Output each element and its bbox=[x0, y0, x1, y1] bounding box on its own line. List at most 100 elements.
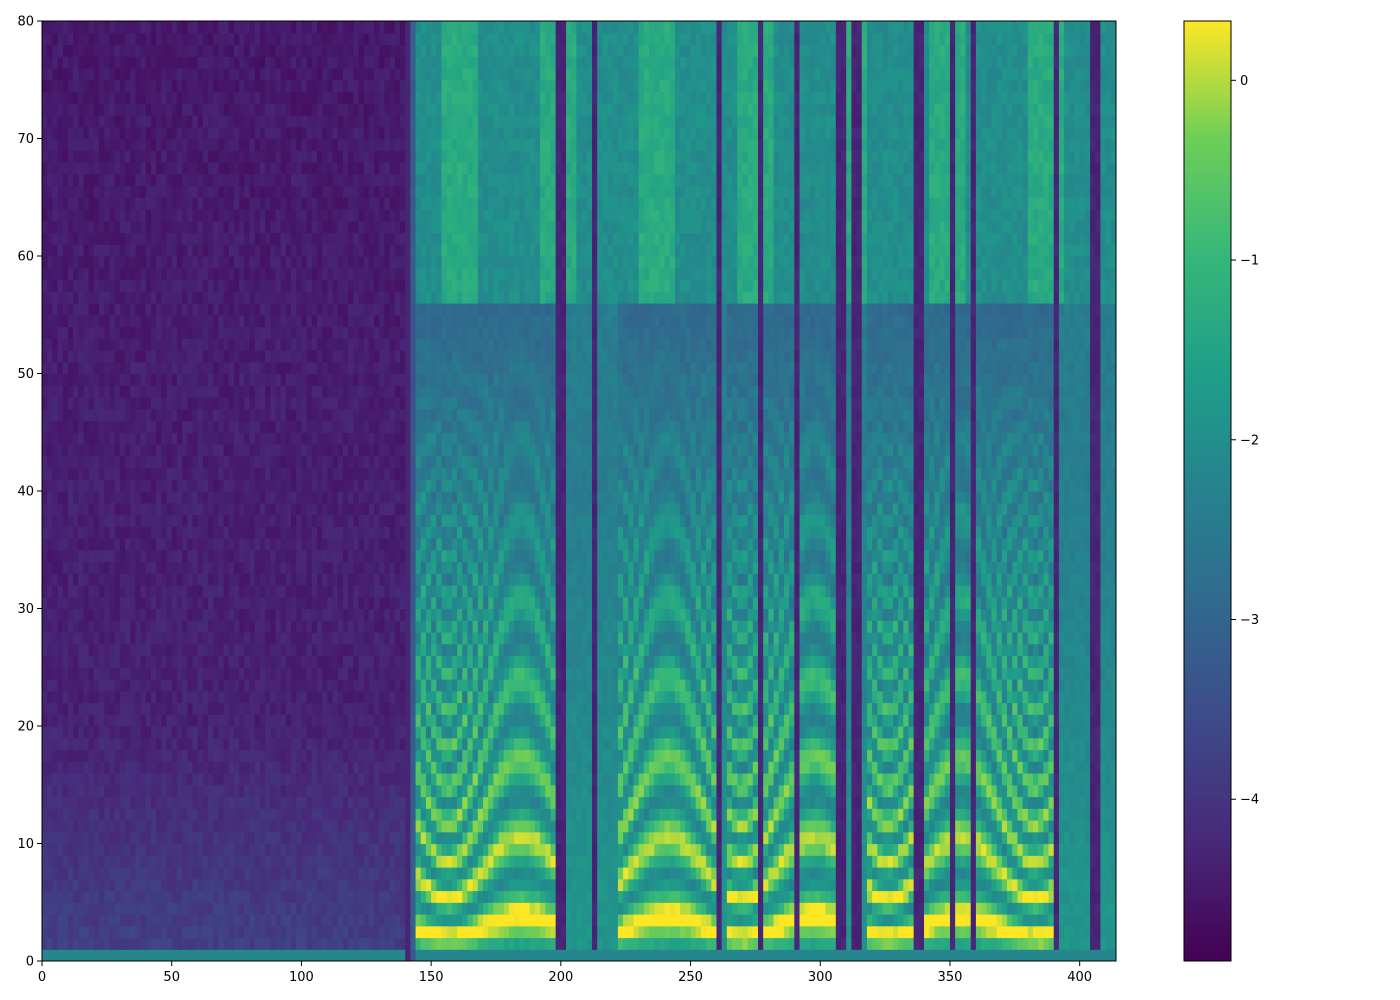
heatmap-cell bbox=[52, 44, 59, 57]
heatmap-cell bbox=[270, 126, 277, 140]
heatmap-cell bbox=[42, 291, 48, 304]
heatmap-cell bbox=[119, 808, 126, 821]
heatmap-cell bbox=[316, 68, 323, 81]
heatmap-cell bbox=[83, 303, 90, 316]
heatmap-cell bbox=[176, 79, 183, 93]
heatmap-cell bbox=[62, 420, 69, 433]
heatmap-cell bbox=[156, 397, 162, 410]
heatmap-cell bbox=[233, 455, 240, 469]
heatmap-cell bbox=[327, 878, 334, 892]
heatmap-cell bbox=[337, 103, 344, 116]
heatmap-cell bbox=[306, 467, 313, 480]
heatmap-cell bbox=[270, 220, 277, 234]
heatmap-cell bbox=[291, 608, 297, 621]
heatmap-cell bbox=[176, 68, 183, 81]
heatmap-cell bbox=[78, 867, 85, 880]
heatmap-cell bbox=[83, 608, 90, 621]
heatmap-cell bbox=[83, 56, 90, 69]
heatmap-cell bbox=[182, 867, 188, 880]
heatmap-cell bbox=[322, 68, 328, 81]
heatmap-cell bbox=[119, 561, 126, 574]
heatmap-cell bbox=[93, 385, 100, 398]
heatmap-cell bbox=[291, 326, 297, 339]
heatmap-cell bbox=[327, 138, 334, 151]
heatmap-cell bbox=[197, 479, 204, 492]
heatmap-cell bbox=[270, 608, 277, 621]
heatmap-cell bbox=[88, 197, 95, 210]
heatmap-cell bbox=[296, 855, 303, 868]
heatmap-cell bbox=[239, 831, 245, 845]
heatmap-cell bbox=[135, 432, 142, 445]
heatmap-cell bbox=[88, 455, 95, 469]
heatmap-cell bbox=[176, 667, 183, 680]
heatmap-cell bbox=[316, 491, 323, 504]
heatmap-cell bbox=[285, 32, 292, 46]
heatmap-cell bbox=[342, 291, 349, 304]
heatmap-cell bbox=[62, 232, 69, 245]
heatmap-cell bbox=[322, 526, 328, 539]
heatmap-cell bbox=[213, 115, 220, 128]
heatmap-cell bbox=[249, 455, 256, 469]
heatmap-cell bbox=[254, 56, 261, 69]
heatmap-cell bbox=[130, 397, 136, 410]
heatmap-cell bbox=[353, 232, 360, 245]
heatmap-cell bbox=[73, 808, 79, 821]
heatmap-cell bbox=[171, 749, 178, 762]
heatmap-cell bbox=[327, 455, 334, 469]
heatmap-cell bbox=[332, 173, 339, 187]
heatmap-cell bbox=[42, 502, 48, 516]
heatmap-cell bbox=[280, 197, 287, 210]
heatmap-cell bbox=[140, 244, 147, 257]
heatmap-cell bbox=[135, 420, 142, 433]
heatmap-cell bbox=[67, 937, 74, 950]
heatmap-cell bbox=[291, 925, 297, 939]
heatmap-cell bbox=[249, 373, 256, 386]
heatmap-cell bbox=[62, 467, 69, 480]
heatmap-cell bbox=[358, 420, 365, 433]
heatmap-cell bbox=[327, 126, 334, 140]
heatmap-cell bbox=[311, 150, 318, 163]
heatmap-cell bbox=[182, 420, 188, 433]
heatmap-cell bbox=[161, 526, 168, 539]
heatmap-cell bbox=[161, 761, 168, 774]
heatmap-cell bbox=[83, 126, 90, 140]
heatmap-cell bbox=[223, 867, 230, 880]
heatmap-cell bbox=[296, 115, 303, 128]
heatmap-cell bbox=[259, 808, 266, 821]
heatmap-cell bbox=[233, 256, 240, 269]
heatmap-cell bbox=[135, 820, 142, 833]
heatmap-cell bbox=[145, 256, 152, 269]
heatmap-cell bbox=[88, 561, 95, 574]
heatmap-cell bbox=[161, 702, 168, 715]
heatmap-cell bbox=[296, 667, 303, 680]
heatmap-cell bbox=[114, 843, 121, 856]
heatmap-cell bbox=[52, 420, 59, 433]
heatmap-cell bbox=[78, 467, 85, 480]
heatmap-cell bbox=[135, 44, 142, 57]
heatmap-cell bbox=[88, 79, 95, 93]
heatmap-cell bbox=[187, 326, 194, 339]
heatmap-cell bbox=[316, 878, 323, 892]
heatmap-cell bbox=[270, 632, 277, 645]
heatmap-cell bbox=[182, 32, 188, 46]
heatmap-cell bbox=[358, 667, 365, 680]
heatmap-cell bbox=[332, 467, 339, 480]
heatmap-cell bbox=[265, 902, 271, 915]
heatmap-cell bbox=[52, 91, 59, 104]
heatmap-cell bbox=[270, 679, 277, 692]
heatmap-cell bbox=[119, 197, 126, 210]
heatmap-cell bbox=[104, 796, 111, 809]
heatmap-cell bbox=[233, 44, 240, 57]
heatmap-cell bbox=[57, 773, 64, 786]
heatmap-cell bbox=[316, 232, 323, 245]
heatmap-cell bbox=[358, 244, 365, 257]
heatmap-cell bbox=[280, 279, 287, 292]
heatmap-cell bbox=[213, 808, 220, 821]
heatmap-cell bbox=[218, 467, 225, 480]
heatmap-cell bbox=[182, 937, 188, 950]
heatmap-cell bbox=[337, 561, 344, 574]
heatmap-cell bbox=[42, 937, 48, 950]
heatmap-cell bbox=[182, 338, 188, 351]
heatmap-cell bbox=[114, 56, 121, 69]
heatmap-cell bbox=[119, 937, 126, 950]
